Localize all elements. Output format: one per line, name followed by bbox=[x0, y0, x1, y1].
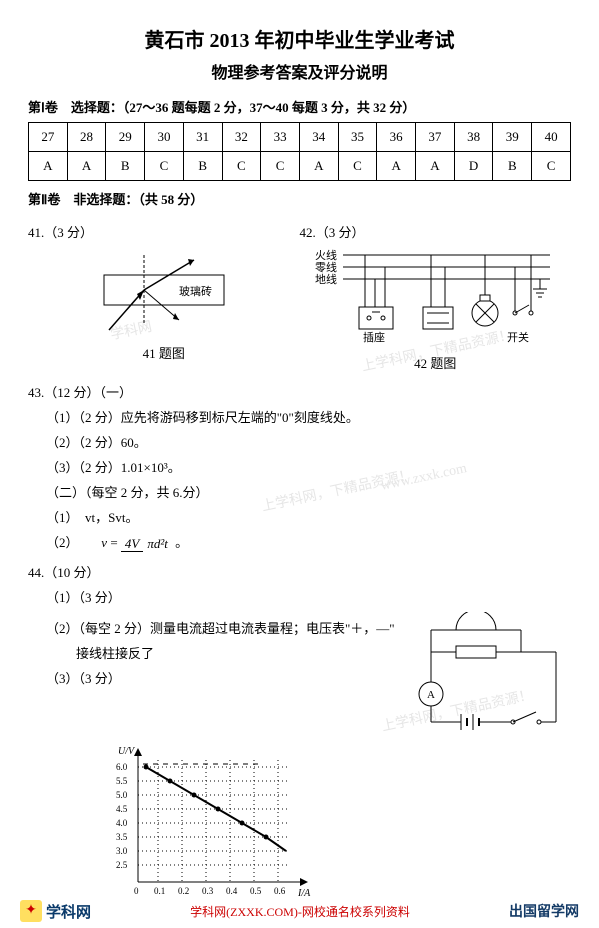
table-row: AABCBCCACAADBC bbox=[29, 152, 571, 181]
q43-1: （1）（2 分）应先将游码移到标尺左端的"0"刻度线处。 bbox=[46, 407, 571, 426]
q43-2-2: （2） v = 4Vπd²t 。 bbox=[46, 532, 571, 552]
svg-text:0: 0 bbox=[134, 886, 139, 896]
section2-head: 第Ⅱ卷 非选择题：（共 58 分） bbox=[28, 189, 571, 208]
svg-text:5.0: 5.0 bbox=[116, 790, 128, 800]
footer-logo: ✦ 学科网 bbox=[20, 900, 91, 922]
footer-right: 出国留学网 bbox=[509, 901, 579, 921]
page-title: 黄石市 2013 年初中毕业生学业考试 bbox=[28, 24, 571, 53]
svg-text:A: A bbox=[427, 689, 435, 701]
q44-label: 44.（10 分） bbox=[28, 562, 571, 581]
svg-text:3.0: 3.0 bbox=[116, 846, 128, 856]
svg-text:插座: 插座 bbox=[363, 330, 385, 344]
ylabel: U/V bbox=[118, 746, 136, 757]
q42-caption: 42 题图 bbox=[300, 353, 572, 372]
section1-head: 第Ⅰ卷 选择题：（27～36 题每题 2 分，37～40 每题 3 分，共 32… bbox=[28, 97, 571, 116]
page-subtitle: 物理参考答案及评分说明 bbox=[28, 59, 571, 83]
svg-text:火线: 火线 bbox=[315, 248, 337, 262]
q43-part2-head: （二）（每空 2 分，共 6.分） bbox=[46, 482, 571, 501]
svg-text:零线: 零线 bbox=[315, 260, 337, 274]
q44-2b: 接线柱接反了 bbox=[76, 643, 401, 662]
svg-text:0.4: 0.4 bbox=[226, 886, 238, 896]
svg-text:5.5: 5.5 bbox=[116, 776, 128, 786]
q43-3: （3）（2 分）1.01×10³。 bbox=[46, 457, 571, 476]
svg-text:4.0: 4.0 bbox=[116, 818, 128, 828]
logo-icon: ✦ bbox=[20, 900, 42, 922]
svg-text:0.6: 0.6 bbox=[274, 886, 286, 896]
q43-label: 43.（12 分）（一） bbox=[28, 382, 571, 401]
q43-2-1: （1） vt，Svt。 bbox=[46, 507, 571, 526]
q41-figure: 玻璃砖 bbox=[84, 245, 244, 335]
q44-3: （3）（3 分） bbox=[46, 668, 401, 687]
table-row: 2728293031323334353637383940 bbox=[29, 123, 571, 152]
svg-text:地线: 地线 bbox=[315, 272, 337, 286]
svg-text:0.2: 0.2 bbox=[178, 886, 189, 896]
xlabel: I/A bbox=[297, 888, 311, 899]
footer-center: 学科网(ZXXK.COM)-网校通名校系列资料 bbox=[190, 903, 410, 920]
q42-figure: 火线 零线 地线 插座 bbox=[315, 245, 555, 345]
svg-text:3.5: 3.5 bbox=[116, 832, 128, 842]
q41-label: 41.（3 分） bbox=[28, 222, 300, 241]
uiv-chart: U/V I/A 6.0 5.5 5.0 4.5 4.0 3.5 3.0 2.5 … bbox=[98, 742, 318, 902]
footer: ✦ 学科网 学科网(ZXXK.COM)-网校通名校系列资料 出国留学网 bbox=[0, 900, 599, 922]
svg-text:6.0: 6.0 bbox=[116, 762, 128, 772]
q41-caption: 41 题图 bbox=[28, 343, 300, 362]
q44-1: （1）（3 分） bbox=[46, 587, 571, 606]
svg-text:4.5: 4.5 bbox=[116, 804, 128, 814]
glass-label: 玻璃砖 bbox=[179, 284, 212, 298]
circuit-figure: A bbox=[401, 612, 571, 742]
svg-text:0.1: 0.1 bbox=[154, 886, 165, 896]
q44-2: （2）（每空 2 分）测量电流超过电流表量程；电压表"＋，—" bbox=[46, 618, 401, 637]
svg-text:0.5: 0.5 bbox=[250, 886, 262, 896]
svg-text:开关: 开关 bbox=[507, 330, 529, 344]
answer-table: 2728293031323334353637383940 AABCBCCACAA… bbox=[28, 122, 571, 181]
svg-text:2.5: 2.5 bbox=[116, 860, 128, 870]
q43-2: （2）（2 分）60。 bbox=[46, 432, 571, 451]
q42-label: 42.（3 分） bbox=[300, 222, 572, 241]
svg-text:0.3: 0.3 bbox=[202, 886, 214, 896]
